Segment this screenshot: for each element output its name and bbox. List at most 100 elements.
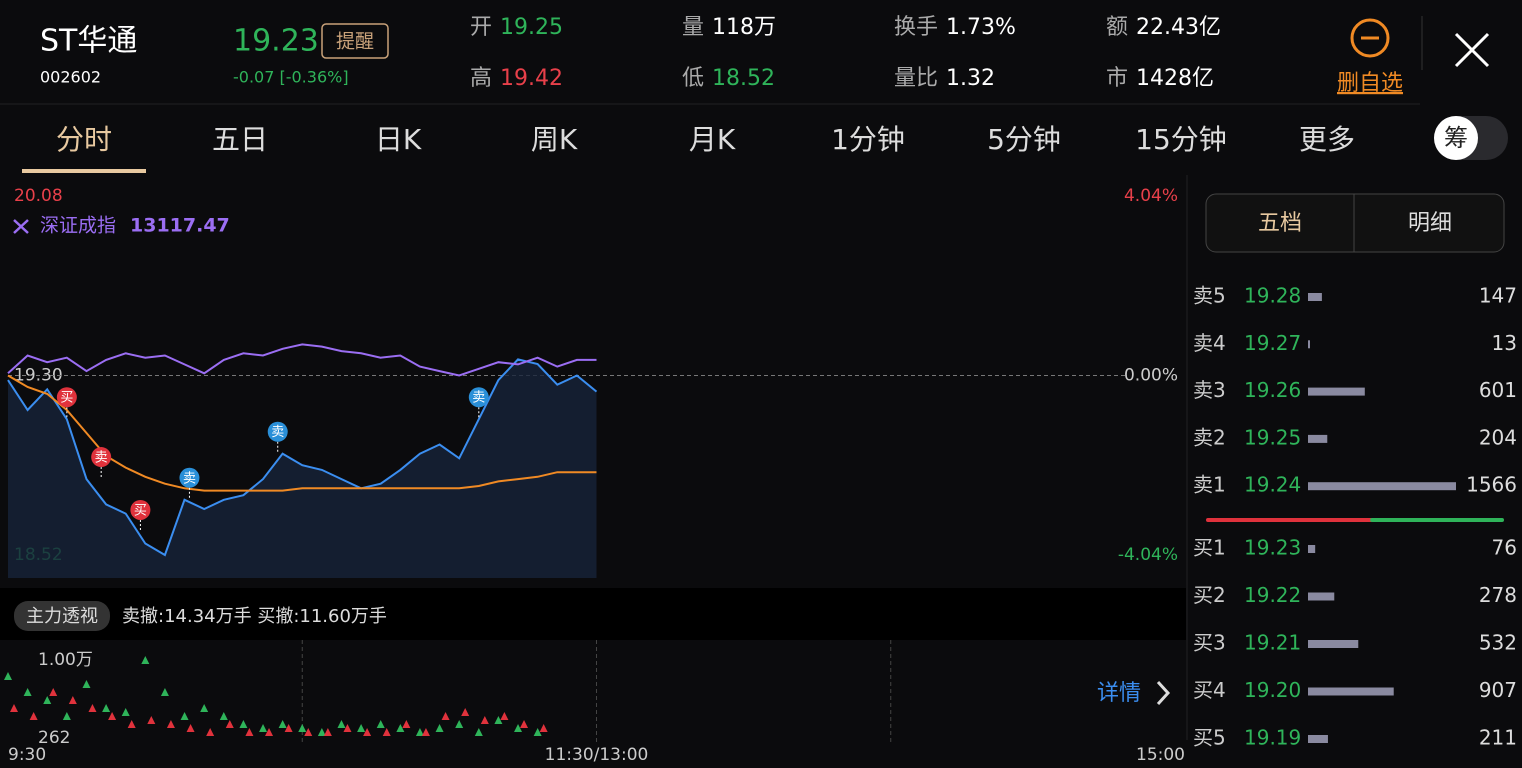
signal-label[interactable]: 买: [60, 391, 73, 406]
book-tab[interactable]: 明细: [1408, 211, 1452, 236]
capital-pill[interactable]: [14, 601, 110, 631]
volume-marker: [121, 708, 130, 716]
volume-marker: [160, 688, 169, 696]
book-label: 卖2: [1193, 425, 1226, 449]
stock-price: 19.23: [233, 24, 319, 59]
quote-value: 1.32: [946, 66, 995, 91]
volume-marker: [304, 728, 313, 736]
price-area: [8, 359, 597, 578]
volume-marker: [480, 716, 489, 724]
index-icon: [13, 219, 29, 234]
volume-marker: [147, 716, 156, 724]
tab[interactable]: 分时: [56, 123, 112, 156]
tab[interactable]: 五日: [212, 123, 268, 156]
remove-icon[interactable]: [1350, 18, 1390, 58]
detail-link[interactable]: 详情: [1097, 681, 1141, 706]
volume-marker: [245, 728, 254, 736]
alert-button[interactable]: [321, 23, 389, 59]
quote-value: 19.42: [500, 66, 563, 91]
tab[interactable]: 5分钟: [987, 123, 1061, 156]
book-volume: 76: [1492, 536, 1517, 560]
volume-marker: [186, 724, 195, 732]
book-volume: 1566: [1466, 473, 1517, 497]
volume-marker: [108, 712, 117, 720]
book-bar: [1308, 387, 1365, 396]
series-line: [7, 343, 597, 377]
book-price: 19.20: [1244, 678, 1301, 702]
series-line: [7, 358, 598, 557]
volume-marker: [102, 704, 111, 712]
signal-label[interactable]: 卖: [95, 451, 108, 466]
volume-marker: [259, 724, 268, 732]
close-button[interactable]: [1454, 32, 1490, 68]
signal-marker[interactable]: [56, 387, 77, 408]
signal-marker[interactable]: [91, 447, 112, 468]
book-bar: [1308, 482, 1456, 491]
volume-marker: [337, 720, 346, 728]
toggle-knob[interactable]: [1434, 116, 1478, 160]
index-name: 深证成指: [40, 215, 116, 237]
volume-marker: [363, 728, 372, 736]
signal-label[interactable]: 买: [134, 503, 147, 518]
stock-name: ST华通: [40, 24, 137, 59]
volume-marker: [225, 720, 234, 728]
book-tab[interactable]: 五档: [1258, 211, 1302, 236]
book-label: 买1: [1193, 536, 1226, 560]
volume-marker: [474, 728, 483, 736]
volume-tick-label: 1.00万: [38, 650, 93, 670]
alert-label[interactable]: 提醒: [336, 31, 374, 53]
volume-marker: [239, 720, 248, 728]
tab[interactable]: 15分钟: [1135, 123, 1227, 156]
book-label: 买4: [1193, 678, 1226, 702]
stock-code: 002602: [40, 68, 101, 87]
remove-watchlist[interactable]: 删自选: [1337, 71, 1403, 96]
toggle-label[interactable]: 筹: [1444, 124, 1468, 152]
volume-marker: [82, 680, 91, 688]
signal-label[interactable]: 卖: [472, 391, 485, 406]
signal-label[interactable]: 卖: [183, 471, 196, 486]
quote-label: 换手: [894, 15, 938, 40]
tab[interactable]: 周K: [531, 123, 578, 156]
quote-value: 118万: [712, 15, 776, 40]
y2-tick-label: -4.04%: [1118, 545, 1178, 565]
book-bar: [1308, 735, 1328, 743]
signal-marker[interactable]: [179, 467, 200, 488]
tab[interactable]: 1分钟: [831, 123, 905, 156]
book-volume: 532: [1479, 631, 1517, 655]
volume-marker: [141, 656, 150, 664]
volume-marker: [461, 708, 470, 716]
x-tick-label: 9:30: [8, 745, 46, 765]
tab[interactable]: 日K: [375, 123, 422, 156]
book-label: 卖4: [1193, 331, 1226, 355]
book-label: 买2: [1193, 583, 1226, 607]
book-bar: [1308, 340, 1310, 349]
volume-marker: [284, 724, 293, 732]
tab[interactable]: 月K: [689, 123, 736, 156]
capital-bar: [0, 588, 1186, 640]
signal-label[interactable]: 卖: [271, 425, 284, 440]
y2-tick-label: 4.04%: [1124, 186, 1178, 206]
volume-marker: [166, 720, 175, 728]
volume-marker: [62, 712, 71, 720]
y-tick-label: 20.08: [14, 186, 63, 206]
volume-marker: [494, 716, 503, 724]
volume-marker: [10, 704, 18, 712]
signal-marker[interactable]: [267, 421, 288, 442]
volume-marker: [317, 728, 326, 736]
quote-label: 量: [682, 15, 704, 40]
volume-marker: [520, 720, 529, 728]
tab[interactable]: 更多: [1299, 123, 1355, 156]
volume-marker: [127, 720, 136, 728]
book-label: 卖1: [1193, 473, 1226, 497]
capital-text: 卖撤:14.34万手 买撤:11.60万手: [122, 606, 387, 627]
book-bar: [1308, 545, 1316, 553]
volume-marker: [200, 704, 209, 712]
signal-marker[interactable]: [468, 387, 489, 408]
book-price: 19.26: [1244, 378, 1301, 402]
capital-label[interactable]: 主力透视: [26, 606, 98, 627]
chevron: [1156, 680, 1171, 706]
volume-marker: [4, 672, 12, 680]
book-volume: 907: [1479, 678, 1517, 702]
signal-marker[interactable]: [130, 499, 151, 520]
